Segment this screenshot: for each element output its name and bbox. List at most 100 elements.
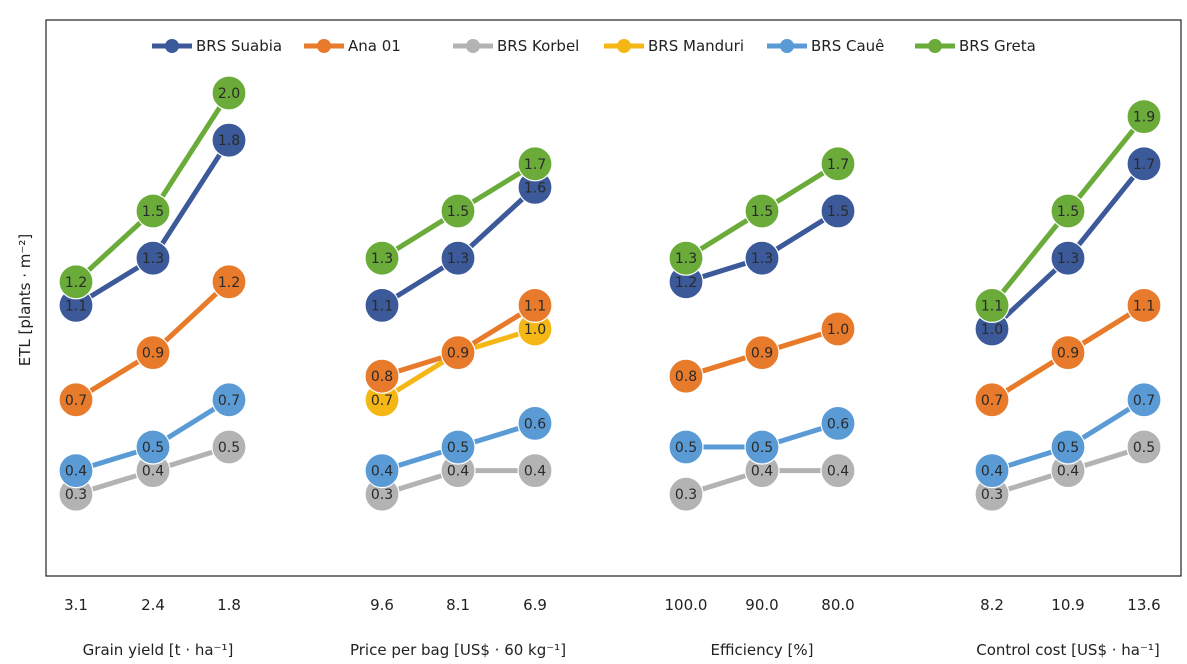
data-label-brs-korbel: 0.4 bbox=[1057, 464, 1079, 480]
data-label-brs-cau: 0.4 bbox=[981, 464, 1003, 480]
data-label-brs-suabia: 1.3 bbox=[751, 251, 773, 267]
data-label-ana-01: 0.9 bbox=[447, 346, 469, 362]
data-point-brs-suabia bbox=[820, 193, 856, 229]
data-point-ana-01 bbox=[744, 335, 780, 371]
plot-frame bbox=[45, 19, 1182, 577]
data-label-brs-greta: 1.7 bbox=[524, 157, 546, 173]
data-point-brs-suabia bbox=[135, 240, 171, 276]
data-label-brs-korbel: 0.4 bbox=[447, 464, 469, 480]
data-label-ana-01: 0.8 bbox=[371, 369, 393, 385]
data-label-ana-01: 0.9 bbox=[1057, 346, 1079, 362]
x-tick-label: 3.1 bbox=[64, 596, 88, 614]
data-point-brs-korbel bbox=[517, 453, 553, 489]
data-label-brs-korbel: 0.3 bbox=[65, 487, 87, 503]
data-point-brs-greta bbox=[517, 146, 553, 182]
x-tick-label: 6.9 bbox=[523, 596, 547, 614]
data-label-brs-cau: 0.5 bbox=[1057, 440, 1079, 456]
data-point-brs-suabia bbox=[211, 122, 247, 158]
data-point-brs-cau bbox=[744, 429, 780, 465]
data-point-brs-cau bbox=[974, 453, 1010, 489]
data-point-brs-suabia bbox=[440, 240, 476, 276]
data-label-brs-suabia: 1.8 bbox=[218, 133, 240, 149]
data-label-brs-cau: 0.6 bbox=[524, 416, 546, 432]
data-point-ana-01 bbox=[135, 335, 171, 371]
x-group-title: Efficiency [%] bbox=[711, 641, 814, 659]
data-label-ana-01: 1.0 bbox=[827, 322, 849, 338]
data-label-ana-01: 0.7 bbox=[981, 393, 1003, 409]
data-label-brs-korbel: 0.4 bbox=[751, 464, 773, 480]
data-label-brs-manduri: 0.7 bbox=[371, 393, 393, 409]
data-label-brs-korbel: 0.5 bbox=[218, 440, 240, 456]
data-point-brs-cau bbox=[517, 405, 553, 441]
data-point-ana-01 bbox=[820, 311, 856, 347]
series-brs-greta: 1.2 1.5 2.0 1.3 1.5 1.7 1.3 1.5 1.7 1.1 1.5 1.9 bbox=[58, 75, 1162, 323]
x-tick-label: 90.0 bbox=[745, 596, 778, 614]
series-brs-cau: 0.4 0.5 0.7 0.4 0.5 0.6 0.5 0.5 0.6 0.4 0.5 0.7 bbox=[58, 382, 1162, 489]
data-point-brs-cau bbox=[364, 453, 400, 489]
series-layer: 0.30.40.50.30.4 0.40.30.4 0.40.30.40.50.40… bbox=[58, 75, 1162, 512]
series-brs-suabia: 1.1 1.3 1.8 1.1 1.3 1.6 1.2 1.3 1.5 1.0 1.3 1.7 bbox=[58, 122, 1162, 347]
data-point-brs-cau bbox=[440, 429, 476, 465]
data-point-brs-greta bbox=[440, 193, 476, 229]
data-label-brs-korbel: 0.4 bbox=[142, 464, 164, 480]
data-label-brs-suabia: 1.1 bbox=[65, 298, 87, 314]
data-label-ana-01: 1.1 bbox=[524, 298, 546, 314]
data-point-ana-01 bbox=[440, 335, 476, 371]
data-label-brs-cau: 0.5 bbox=[142, 440, 164, 456]
data-label-brs-greta: 1.5 bbox=[447, 204, 469, 220]
data-point-ana-01 bbox=[974, 382, 1010, 418]
data-point-brs-cau bbox=[135, 429, 171, 465]
x-axis-layer: 3.1 2.4 1.8 Grain yield [t · ha⁻¹] 9.6 8.1 6.9… bbox=[64, 596, 1161, 659]
x-tick-label: 9.6 bbox=[370, 596, 394, 614]
data-point-brs-greta bbox=[974, 287, 1010, 323]
data-label-brs-greta: 1.5 bbox=[1057, 204, 1079, 220]
data-label-brs-greta: 1.3 bbox=[675, 251, 697, 267]
data-point-ana-01 bbox=[364, 358, 400, 394]
data-label-brs-manduri: 1.0 bbox=[524, 322, 546, 338]
x-tick-label: 80.0 bbox=[821, 596, 854, 614]
data-point-ana-01 bbox=[58, 382, 94, 418]
series-ana-01: 0.7 0.9 1.2 0.8 0.9 1.1 0.8 0.9 1.0 0.7 0.9 1.1 bbox=[58, 264, 1162, 418]
data-point-brs-suabia bbox=[1126, 146, 1162, 182]
data-point-brs-korbel bbox=[668, 476, 704, 512]
data-label-ana-01: 0.9 bbox=[751, 346, 773, 362]
x-group-title: Control cost [US$ · ha⁻¹] bbox=[976, 641, 1160, 659]
x-group-title: Price per bag [US$ · 60 kg⁻¹] bbox=[350, 641, 566, 659]
data-point-brs-greta bbox=[364, 240, 400, 276]
data-label-brs-suabia: 1.0 bbox=[981, 322, 1003, 338]
data-label-brs-korbel: 0.4 bbox=[827, 464, 849, 480]
data-label-brs-korbel: 0.4 bbox=[524, 464, 546, 480]
legend-label-brs-korbel: BRS Korbel bbox=[497, 37, 579, 55]
data-label-brs-korbel: 0.3 bbox=[675, 487, 697, 503]
data-label-brs-suabia: 1.1 bbox=[371, 298, 393, 314]
data-point-ana-01 bbox=[1050, 335, 1086, 371]
data-point-ana-01 bbox=[1126, 287, 1162, 323]
data-label-brs-greta: 2.0 bbox=[218, 86, 240, 102]
data-label-ana-01: 0.9 bbox=[142, 346, 164, 362]
data-point-brs-greta bbox=[820, 146, 856, 182]
data-point-brs-suabia bbox=[744, 240, 780, 276]
data-label-brs-greta: 1.2 bbox=[65, 275, 87, 291]
y-axis-label: ETL [plants · m⁻²] bbox=[16, 234, 34, 366]
data-point-brs-greta bbox=[58, 264, 94, 300]
data-label-brs-cau: 0.7 bbox=[1133, 393, 1155, 409]
data-point-brs-greta bbox=[1050, 193, 1086, 229]
data-point-brs-cau bbox=[58, 453, 94, 489]
x-tick-label: 2.4 bbox=[141, 596, 165, 614]
data-point-brs-cau bbox=[668, 429, 704, 465]
legend-label-brs-suabia: BRS Suabia bbox=[196, 37, 282, 55]
legend: BRS Suabia Ana 01 BRS Korbel BRS Manduri BRS… bbox=[152, 37, 1036, 55]
x-tick-label: 100.0 bbox=[665, 596, 708, 614]
data-label-brs-greta: 1.9 bbox=[1133, 110, 1155, 126]
data-label-brs-cau: 0.6 bbox=[827, 416, 849, 432]
legend-marker-brs-greta bbox=[928, 39, 942, 53]
data-label-brs-cau: 0.7 bbox=[218, 393, 240, 409]
data-point-brs-greta bbox=[1126, 98, 1162, 135]
data-point-brs-cau bbox=[211, 382, 247, 418]
data-label-brs-cau: 0.5 bbox=[447, 440, 469, 456]
legend-label-brs-manduri: BRS Manduri bbox=[648, 37, 744, 55]
data-label-ana-01: 1.2 bbox=[218, 275, 240, 291]
data-label-brs-cau: 0.4 bbox=[65, 464, 87, 480]
data-label-brs-korbel: 0.3 bbox=[371, 487, 393, 503]
